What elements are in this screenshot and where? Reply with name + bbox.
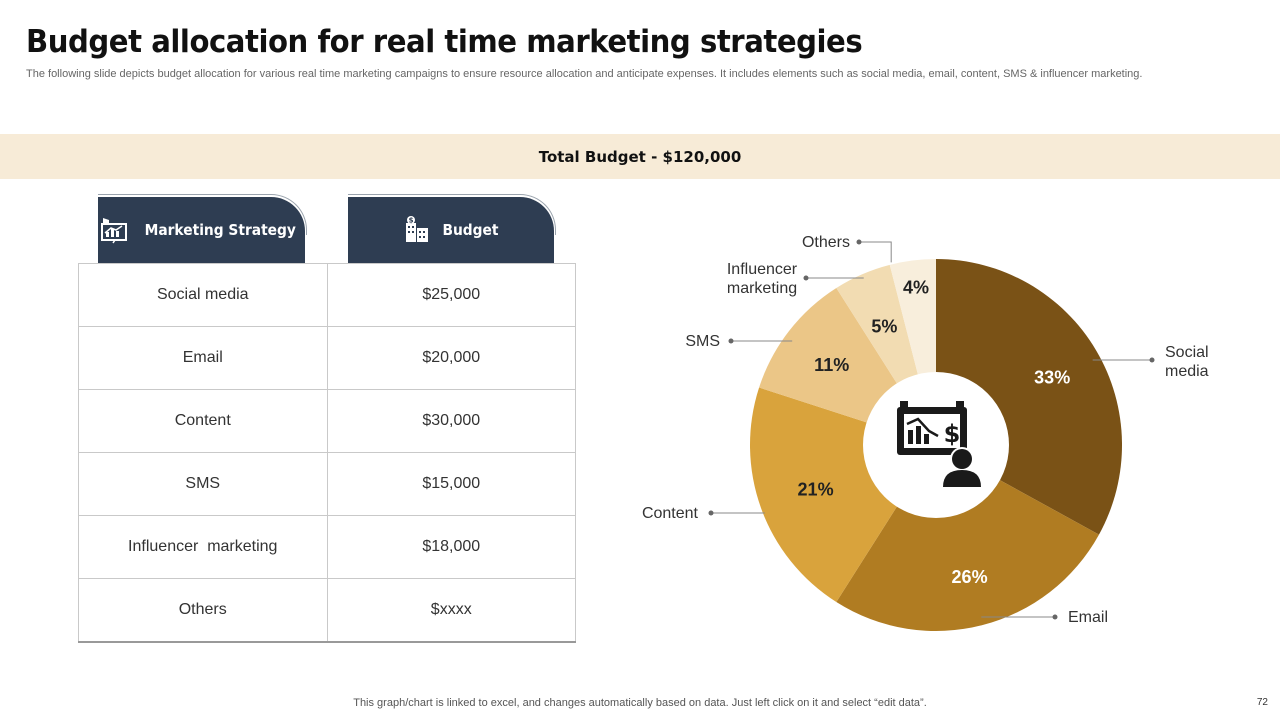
percent-label-email: 26% <box>952 567 988 587</box>
footer-note: This graph/chart is linked to excel, and… <box>353 697 927 709</box>
percent-label-influencer-marketing: 5% <box>871 317 897 337</box>
building-dollar-icon: $ <box>405 216 428 242</box>
leader-dot-content <box>708 510 714 516</box>
total-budget-band: Total Budget - $120,000 <box>0 134 1280 179</box>
marketing-strategy-header: Marketing Strategy <box>144 221 297 239</box>
category-label-email: Email <box>1068 609 1108 626</box>
slide-title: Budget allocation for real time marketin… <box>26 24 863 60</box>
table-row: SMS $15,000 <box>78 452 576 516</box>
table-row: Others $xxxx <box>78 578 576 643</box>
category-label-sms: SMS <box>685 333 720 350</box>
tab-budget: $ Budget <box>348 194 556 263</box>
tab-marketing-strategy: Marketing Strategy <box>98 194 307 263</box>
budget-header: Budget <box>441 221 499 239</box>
category-label-influencer-marketing: Influencer marketing <box>727 261 798 297</box>
percent-label-others: 4% <box>903 277 929 297</box>
strategy-cell: Content <box>78 389 328 453</box>
strategy-cell: Others <box>78 578 328 643</box>
percent-label-content: 21% <box>798 479 834 499</box>
leader-dot-influencer-marketing <box>803 275 809 281</box>
strategy-cell: SMS <box>78 452 328 516</box>
leader-dot-email <box>1052 614 1058 620</box>
leader-lines <box>708 239 1155 620</box>
category-label-others: Others <box>802 234 850 251</box>
leader-dot-others <box>856 239 862 245</box>
table-row: Influencer marketing $18,000 <box>78 515 576 579</box>
budget-cell: $30,000 <box>326 389 576 453</box>
strategy-cell: Influencer marketing <box>78 515 328 579</box>
budget-cell: $15,000 <box>326 452 576 516</box>
budget-cell: $xxxx <box>326 578 576 643</box>
percent-label-social-media: 33% <box>1034 367 1070 387</box>
strategy-cell: Email <box>78 326 328 390</box>
budget-cell: $18,000 <box>326 515 576 579</box>
svg-text:$: $ <box>408 217 413 225</box>
page-number: 72 <box>1256 697 1268 708</box>
table-row: Email $20,000 <box>78 326 576 390</box>
budget-cell: $25,000 <box>326 263 576 327</box>
category-label-content: Content <box>642 505 699 522</box>
leader-dot-social-media <box>1149 357 1155 363</box>
megaphone-chart-icon <box>101 218 128 244</box>
category-label-social-media: Social media <box>1165 344 1209 380</box>
slide-subtitle: The following slide depicts budget alloc… <box>26 68 1143 80</box>
table-row: Social media $25,000 <box>78 263 576 327</box>
budget-donut-chart: $ 33% 26% 21% 11% 5% 4% Social media Email Conte… <box>642 234 1209 631</box>
svg-text:$: $ <box>944 420 961 448</box>
table-row: Content $30,000 <box>78 389 576 453</box>
slice-email <box>836 445 1099 631</box>
leader-line-others <box>859 241 892 263</box>
category-labels: Social media Email Content SMS Influencer mark… <box>642 234 1209 626</box>
budget-cell: $20,000 <box>326 326 576 390</box>
presentation-person-dollar-icon: $ <box>897 401 981 487</box>
strategy-cell: Social media <box>78 263 328 327</box>
budget-table: Social media $25,000 Email $20,000 Conte… <box>78 263 576 643</box>
percent-labels: 33% 26% 21% 11% 5% 4% <box>798 277 1071 586</box>
total-budget-label: Total Budget - $120,000 <box>538 147 742 166</box>
leader-dot-sms <box>728 338 734 344</box>
percent-label-sms: 11% <box>814 355 849 375</box>
